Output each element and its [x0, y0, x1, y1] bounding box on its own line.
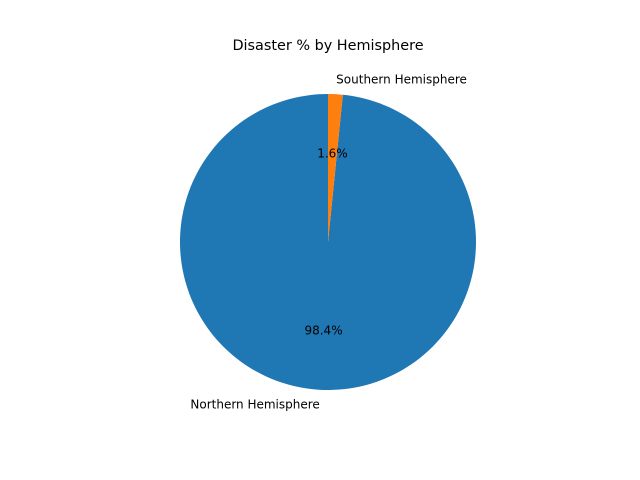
percent-label-northern-hemisphere: 98.4% — [304, 324, 342, 338]
chart-title: Disaster % by Hemisphere — [232, 38, 423, 54]
slice-label-northern-hemisphere: Northern Hemisphere — [190, 398, 319, 412]
pie-slice-southern-hemisphere — [328, 94, 343, 242]
percent-label-southern-hemisphere: 1.6% — [317, 146, 348, 160]
slice-label-southern-hemisphere: Southern Hemisphere — [336, 72, 467, 86]
pie-slice-northern-hemisphere — [180, 94, 477, 391]
pie-group: 98.4% Northern Hemisphere 1.6% Southern Hem… — [180, 72, 477, 412]
